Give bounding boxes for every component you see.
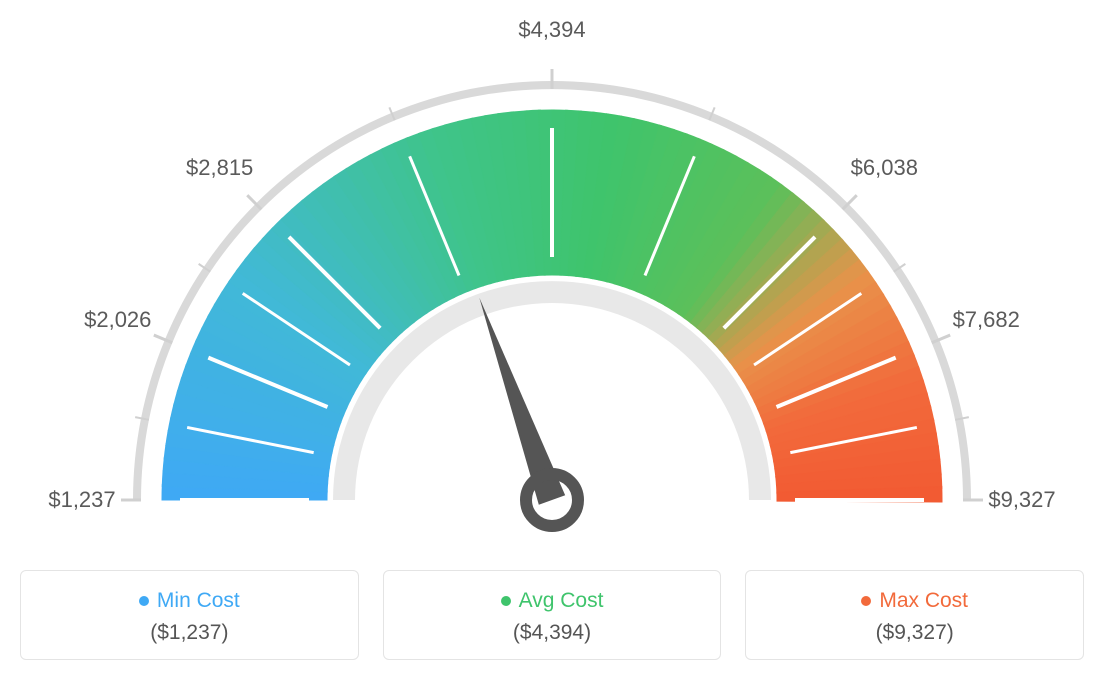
gauge-area: $1,237 $2,026 $2,815 $4,394 $6,038 $7,682 $9,3… [20, 20, 1084, 560]
gauge-svg [20, 20, 1084, 560]
legend-card-avg: Avg Cost ($4,394) [383, 570, 722, 660]
legend-card-min: Min Cost ($1,237) [20, 570, 359, 660]
gauge-tick-label: $2,026 [84, 307, 151, 333]
legend-label-max: Max Cost [879, 589, 968, 613]
gauge-tick-label: $6,038 [851, 155, 918, 181]
legend-label-avg: Avg Cost [519, 589, 604, 613]
gauge-tick-label: $7,682 [953, 307, 1020, 333]
legend-label-min: Min Cost [157, 589, 240, 613]
legend-value-max: ($9,327) [768, 621, 1061, 645]
gauge-tick-label: $1,237 [48, 487, 115, 513]
gauge-tick-label: $4,394 [518, 17, 585, 43]
legend-dot-max [861, 596, 871, 606]
legend-dot-min [139, 596, 149, 606]
legend-value-min: ($1,237) [43, 621, 336, 645]
gauge-tick-label: $2,815 [186, 155, 253, 181]
gauge-tick-label: $9,327 [988, 487, 1055, 513]
cost-gauge-chart: $1,237 $2,026 $2,815 $4,394 $6,038 $7,682 $9,3… [20, 20, 1084, 660]
legend-card-max: Max Cost ($9,327) [745, 570, 1084, 660]
legend-value-avg: ($4,394) [406, 621, 699, 645]
legend-dot-avg [501, 596, 511, 606]
legend-row: Min Cost ($1,237) Avg Cost ($4,394) Max … [20, 570, 1084, 660]
